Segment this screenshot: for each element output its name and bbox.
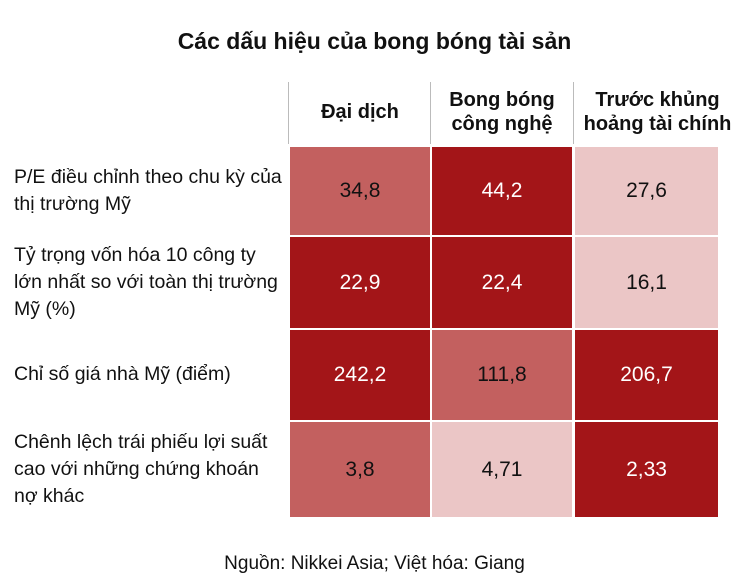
cell: 111,8 <box>432 330 572 420</box>
separator <box>288 82 289 144</box>
title: Các dấu hiệu của bong bóng tài sản <box>177 28 572 54</box>
cell: 22,9 <box>290 237 430 328</box>
separator <box>573 82 574 144</box>
cell: 27,6 <box>575 147 718 235</box>
row-label: Chênh lệch trái phiếu lợi suất cao với n… <box>14 430 268 508</box>
cell: 3,8 <box>290 422 430 517</box>
row-label: P/E điều chỉnh theo chu kỳ của thị trườn… <box>14 165 282 215</box>
cell: 242,2 <box>290 330 430 420</box>
separator <box>430 82 431 144</box>
column-header: Trước khủng hoảng tài chính <box>583 89 732 135</box>
cell: 44,2 <box>432 147 572 235</box>
cell: 34,8 <box>290 147 430 235</box>
cell: 16,1 <box>575 237 718 328</box>
cell: 22,4 <box>432 237 572 328</box>
cell: 206,7 <box>575 330 718 420</box>
row-label: Tỷ trọng vốn hóa 10 công ty lớn nhất so … <box>14 243 278 321</box>
row-label: Chỉ số giá nhà Mỹ (điểm) <box>14 363 231 386</box>
cell: 2,33 <box>575 422 718 517</box>
cell: 4,71 <box>432 422 572 517</box>
column-header: Bong bóng công nghệ <box>449 89 555 135</box>
source: Nguồn: Nikkei Asia; Việt hóa: Giang <box>224 553 525 574</box>
column-header: Đại dịch <box>321 101 399 123</box>
